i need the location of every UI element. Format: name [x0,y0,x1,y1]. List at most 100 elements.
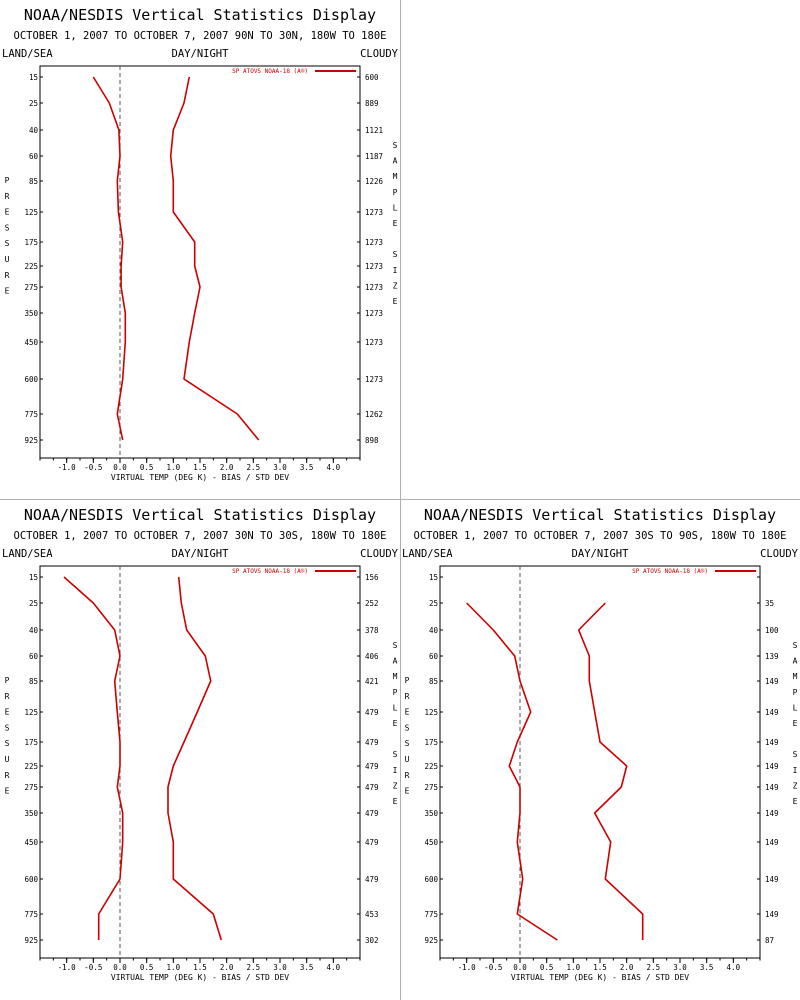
x-tick-label: 0.5 [540,963,554,972]
y2-axis-label-letter: L [793,703,798,712]
series-line-std_dev [577,602,644,940]
y-axis-label-letter: P [5,176,10,185]
chart-subtitle: OCTOBER 1, 2007 TO OCTOBER 7, 2007 30N T… [14,530,387,542]
sample-size-label: 1262 [365,410,383,419]
header-land-sea: LAND/SEA [402,548,453,560]
x-tick-label: 3.0 [673,963,687,972]
series-line-std_dev [167,576,223,941]
pressure-label: 25 [429,599,438,608]
sample-size-label: 100 [765,626,779,635]
sample-size-label: 149 [765,783,779,792]
pressure-label: 40 [29,126,39,135]
sample-size-label: 1273 [365,238,383,247]
pressure-label: 350 [24,309,38,318]
pressure-label: 925 [24,436,38,445]
pressure-label: 175 [24,738,38,747]
pressure-label: 350 [424,809,438,818]
x-tick-label: -0.5 [84,963,102,972]
header-land-sea: LAND/SEA [2,48,53,60]
x-tick-label: 0.0 [113,963,127,972]
sample-size-label: 378 [365,626,379,635]
sample-size-label: 1273 [365,375,383,384]
sample-size-label: 600 [365,73,379,82]
sample-size-label: 1226 [365,177,384,186]
y2-axis-label-letter: S [793,750,798,759]
y2-axis-label-letter: Z [393,781,398,790]
y2-axis-label-letter: E [393,219,398,228]
y2-axis-label-letter: A [793,657,798,666]
chart-title: NOAA/NESDIS Vertical Statistics Display [24,506,376,524]
panel-divider-horizontal [0,499,800,500]
sample-size-label: 149 [765,738,779,747]
chart-svg: NOAA/NESDIS Vertical Statistics Display O… [2,6,399,482]
plot-frame [39,565,361,959]
sample-size-label: 479 [365,783,379,792]
y-axis-label-letter: R [405,771,410,780]
header-day-night: DAY/NIGHT [572,548,630,560]
y-axis-label-letter: S [405,739,410,748]
x-tick-label: -1.0 [58,463,77,472]
pressure-label: 175 [424,738,438,747]
sample-size-label: 252 [365,599,379,608]
pressure-label: 85 [29,177,38,186]
pressure-label: 60 [29,652,39,661]
legend-label: SP ATOVS NOAA-18 (A®) [232,568,308,575]
chart-subtitle: OCTOBER 1, 2007 TO OCTOBER 7, 2007 30S T… [414,530,787,542]
x-axis-label: VIRTUAL TEMP (DEG K) - BIAS / STD DEV [111,473,289,482]
y2-axis-label-letter: Z [793,781,798,790]
x-axis-label: VIRTUAL TEMP (DEG K) - BIAS / STD DEV [111,973,289,982]
sample-size-label: 479 [365,838,379,847]
pressure-label: 60 [29,152,39,161]
pressure-label: 450 [24,838,38,847]
y2-axis-label-letter: M [393,672,398,681]
x-tick-label: 4.0 [327,463,341,472]
header-cloudy: CLOUDY [360,48,399,60]
sample-size-label: 1273 [365,262,383,271]
x-tick-label: 4.0 [727,963,741,972]
sample-size-label: 1273 [365,338,383,347]
pressure-label: 450 [24,338,38,347]
y2-axis-label-letter: I [393,766,398,775]
y-axis-label-letter: S [5,723,10,732]
sample-size-label: 898 [365,436,379,445]
sample-size-label: 149 [765,708,779,717]
sample-size-label: 149 [765,875,779,884]
y-axis-label-letter: E [5,208,10,217]
pressure-label: 925 [424,936,438,945]
x-tick-label: 2.5 [647,963,661,972]
sample-size-label: 406 [365,652,379,661]
y-axis-label-letter: U [405,755,410,764]
x-axis-label: VIRTUAL TEMP (DEG K) - BIAS / STD DEV [511,973,689,982]
sample-size-label: 302 [365,936,379,945]
y-axis-label-letter: E [5,287,10,296]
y-axis-label-letter: E [405,787,410,796]
header-cloudy: CLOUDY [760,548,799,560]
sample-size-label: 1121 [365,126,383,135]
sample-size-label: 1273 [365,309,383,318]
sample-size-label: 479 [365,875,379,884]
x-tick-label: 2.0 [620,963,634,972]
y2-axis-label-letter: E [793,797,798,806]
y2-axis-label-letter: M [393,172,398,181]
series-line-std_dev [169,76,260,441]
stats-panel-30n-30s: NOAA/NESDIS Vertical Statistics Display O… [0,500,400,1000]
y-axis-label-letter: S [5,239,10,248]
y2-axis-label-letter: E [793,719,798,728]
x-tick-label: 2.0 [220,463,234,472]
sample-size-label: 149 [765,677,779,686]
sample-size-label: 149 [765,809,779,818]
sample-size-label: 1273 [365,208,383,217]
y2-axis-label-letter: P [793,688,798,697]
sample-size-label: 149 [765,910,779,919]
y-axis-label-letter: R [5,771,10,780]
y2-axis-label-letter: I [393,266,398,275]
sample-size-label: 479 [365,738,379,747]
pressure-label: 775 [24,410,38,419]
legend-label: SP ATOVS NOAA-18 (A®) [632,568,708,575]
sample-size-label: 889 [365,99,379,108]
x-tick-label: -1.0 [58,963,77,972]
y2-axis-label-letter: S [393,141,398,150]
y-axis-label-letter: P [5,676,10,685]
sample-size-label: 149 [765,838,779,847]
y2-axis-label-letter: A [393,657,398,666]
